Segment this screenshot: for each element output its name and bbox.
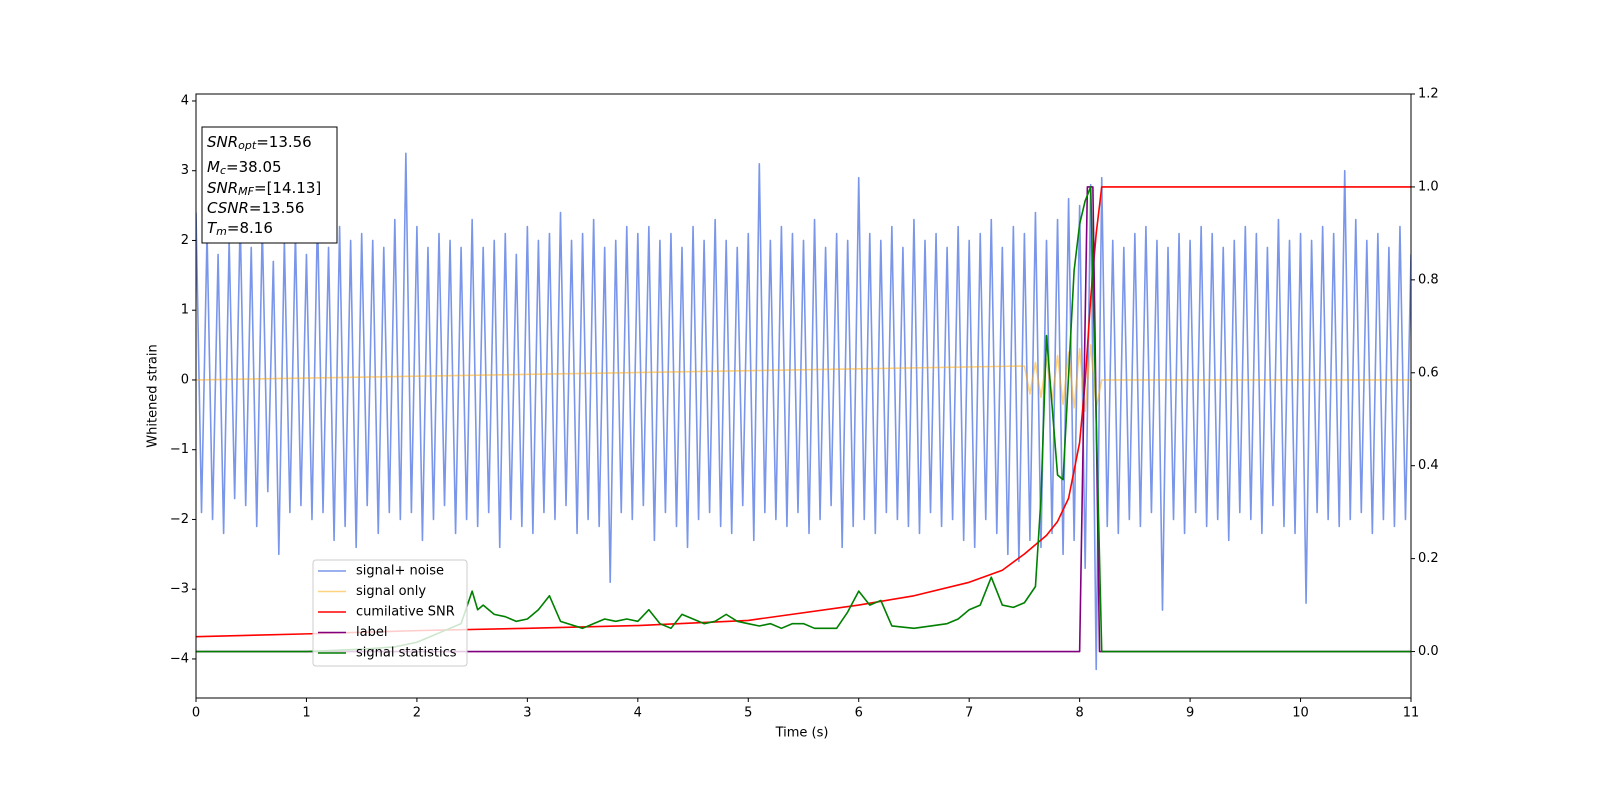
annotation-symbol: M: [207, 158, 220, 176]
y2-tick-label: 0.2: [1418, 551, 1439, 566]
x-tick-label: 1: [302, 706, 310, 721]
y2-tick-label: 1.2: [1418, 87, 1439, 102]
legend-label: signal statistics: [356, 646, 457, 661]
annotation: Mc=38.05: [207, 158, 282, 178]
annotation-symbol: T: [207, 219, 218, 237]
y-tick-label: 0: [181, 372, 189, 387]
x-tick-label: 0: [192, 706, 200, 721]
annotation-value: =13.56: [249, 199, 305, 217]
annotation-symbol: SNR: [207, 179, 238, 197]
y-tick-label: 2: [181, 233, 189, 248]
y2-tick-label: 0.8: [1418, 272, 1439, 287]
y-tick-label: 1: [181, 303, 189, 318]
y2-tick-label: 0.6: [1418, 365, 1439, 380]
x-axis-label: Time (s): [775, 726, 829, 741]
annotation: SNRopt=13.56: [207, 133, 312, 153]
x-tick-label: 7: [965, 706, 973, 721]
series-line: [196, 186, 1411, 653]
annotation-symbol: SNR: [207, 133, 238, 151]
y-tick-label: −4: [170, 651, 189, 666]
annotation: CSNR=13.56: [207, 199, 304, 217]
annotation: SNRMF=[14.13]: [207, 179, 321, 199]
y-tick-label: 4: [181, 93, 189, 108]
annotation-subscript: MF: [238, 185, 254, 198]
legend-label: signal+ noise: [356, 564, 444, 579]
plot-frame: [195, 93, 1412, 699]
x-tick-label: 9: [1186, 706, 1194, 721]
x-tick-label: 10: [1292, 706, 1309, 721]
x-tick-label: 5: [744, 706, 752, 721]
annotation-subscript: opt: [238, 139, 257, 152]
annotation-value: =[14.13]: [254, 179, 321, 197]
annotation-value: =38.05: [226, 158, 282, 176]
legend-box: [312, 559, 468, 667]
series-line: [196, 152, 1411, 671]
y-tick-label: −1: [170, 442, 189, 457]
annotation-symbol: CSNR: [207, 199, 249, 217]
x-tick-label: 11: [1403, 706, 1420, 721]
y-tick-label: −3: [170, 582, 189, 597]
y-tick-label: −2: [170, 512, 189, 527]
x-tick-label: 4: [634, 706, 642, 721]
x-tick-label: 3: [523, 706, 531, 721]
annotation-value: =8.16: [227, 219, 273, 237]
x-tick-label: 2: [413, 706, 421, 721]
annotation: Tm=8.16: [207, 219, 273, 239]
series-line: [196, 344, 1411, 413]
annotation-subscript: c: [220, 164, 226, 177]
y2-tick-label: 0.4: [1418, 458, 1439, 473]
legend-label: cumilative SNR: [356, 605, 455, 620]
y-tick-label: 3: [181, 163, 189, 178]
series-line: [196, 186, 1411, 638]
y-axis-label: Whitened strain: [146, 344, 161, 447]
x-tick-label: 6: [855, 706, 863, 721]
legend-label: signal only: [356, 584, 426, 599]
annotation-subscript: m: [216, 225, 227, 238]
legend-label: label: [356, 625, 387, 640]
x-tick-label: 8: [1075, 706, 1083, 721]
annotation-box: [201, 126, 338, 244]
y2-tick-label: 0.0: [1418, 644, 1439, 659]
y2-tick-label: 1.0: [1418, 179, 1439, 194]
annotation-value: =13.56: [256, 133, 312, 151]
